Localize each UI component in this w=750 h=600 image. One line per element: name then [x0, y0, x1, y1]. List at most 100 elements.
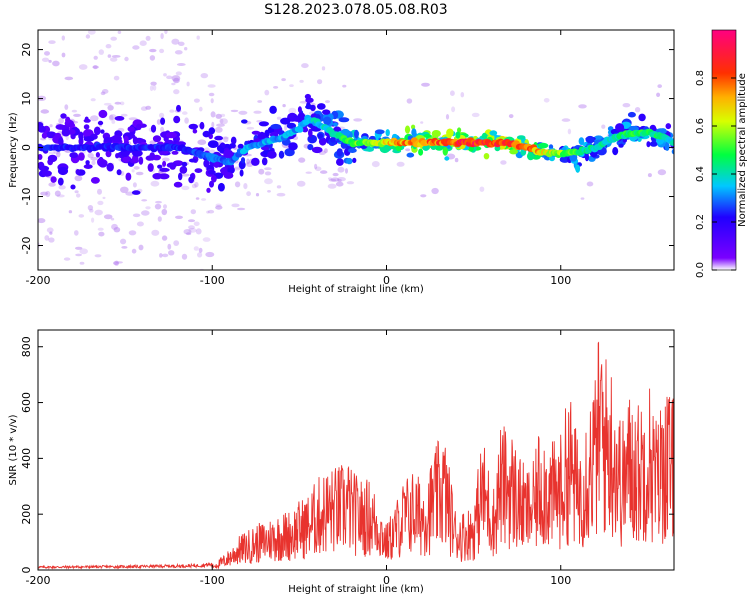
spectrogram-noise-cell	[175, 71, 182, 76]
spectrogram-cell	[188, 158, 197, 163]
spectrogram-cell	[97, 120, 104, 126]
spectrogram-noise-cell	[657, 169, 667, 176]
spectrogram-noise-cell	[38, 218, 46, 224]
spectrogram-noise-cell	[405, 148, 411, 152]
spectrogram-noise-cell	[120, 238, 127, 245]
spectrogram-cell	[352, 157, 357, 163]
spectrogram-noise-cell	[131, 169, 135, 173]
spectrogram-cell	[229, 143, 236, 149]
spectrogram-noise-cell	[74, 175, 83, 182]
spectrogram-cell	[612, 147, 619, 156]
spectrogram-noise-cell	[231, 203, 240, 208]
spectrogram-noise-cell	[154, 203, 162, 210]
spectrogram-cell	[78, 152, 85, 161]
spectrogram-noise-cell	[145, 35, 151, 41]
spectrogram-cell	[176, 104, 181, 112]
spectrogram-cell	[122, 155, 131, 163]
spectrogram-noise-cell	[246, 191, 252, 197]
spectrogram-noise-cell	[54, 190, 61, 197]
spectrogram-noise-cell	[145, 206, 151, 210]
y-tick-label: 600	[20, 392, 33, 413]
y-tick-label: 0	[20, 144, 33, 151]
spectrogram-noise-cell	[159, 253, 163, 258]
spectrogram-noise-cell	[125, 191, 135, 196]
spectrogram-cell	[411, 124, 416, 130]
spectrogram-cell	[527, 152, 535, 161]
spectrogram-noise-cell	[328, 177, 332, 180]
spectrogram-cell	[665, 123, 672, 130]
spectrogram-noise-cell	[185, 232, 192, 236]
spectrogram-cell	[258, 131, 266, 141]
colorbar-tick-label: 0.6	[695, 118, 706, 134]
spectrogram-noise-cell	[234, 181, 241, 188]
spectrogram-noise-cell	[188, 225, 195, 230]
spectrogram-noise-cell	[282, 104, 286, 108]
y-tick-label: 400	[20, 448, 33, 469]
snr-x-axis-label: Height of straight line (km)	[288, 584, 424, 595]
spectrogram-cell	[38, 125, 46, 133]
spectrogram-noise-cell	[149, 48, 157, 53]
spectrogram-noise-cell	[75, 246, 83, 250]
spectrogram-noise-cell	[173, 240, 180, 247]
spectrogram-noise-cell	[100, 91, 106, 96]
spectrogram-marks	[38, 30, 674, 270]
spectrogram-cell	[173, 115, 181, 124]
spectrogram-cell	[169, 164, 176, 170]
spectrogram-noise-cell	[157, 216, 162, 222]
spectrogram-cell	[38, 154, 43, 160]
spectrogram-cell	[664, 142, 670, 151]
spectrogram-noise-cell	[330, 177, 340, 182]
spectrogram-cell	[338, 117, 350, 123]
spectrogram-cell	[54, 132, 61, 138]
spectrogram-noise-cell	[288, 107, 297, 115]
spectrogram-noise-cell	[161, 208, 168, 216]
spectrogram-noise-cell	[90, 115, 99, 122]
spectrogram-noise-cell	[132, 213, 141, 218]
colorbar-tick-label: 0.8	[695, 70, 706, 86]
spectrogram-noise-cell	[90, 156, 98, 161]
spectrogram-noise-cell	[508, 114, 514, 119]
spectrogram-noise-cell	[335, 181, 344, 187]
spectrogram-noise-cell	[255, 193, 260, 197]
spectrogram-noise-cell	[337, 178, 342, 183]
spectrogram-cell	[431, 130, 441, 137]
spectrogram-noise-cell	[44, 51, 50, 56]
spectrogram-noise-cell	[159, 112, 165, 118]
colorbar-tick-label: 0.4	[695, 166, 706, 182]
spectrogram-noise-cell	[420, 194, 427, 198]
spectrogram-cell	[297, 106, 302, 113]
spectrogram-noise-cell	[89, 208, 94, 213]
spectrogram-x-ticks: -200 -100 0 100	[26, 30, 571, 287]
spectrogram-noise-cell	[181, 253, 188, 260]
x-tick-label: -100	[200, 274, 225, 287]
spectrogram-x-axis-label: Height of straight line (km)	[288, 284, 424, 295]
spectrogram-noise-cell	[314, 163, 318, 170]
spectrogram-noise-cell	[166, 75, 173, 80]
spectrogram-noise-cell	[133, 166, 140, 170]
spectrogram-cell	[98, 109, 108, 119]
spectrogram-cell	[444, 156, 450, 161]
spectrogram-noise-cell	[191, 183, 197, 189]
spectrogram-cell	[132, 136, 138, 145]
spectrogram-noise-cell	[267, 190, 271, 193]
spectrogram-noise-cell	[149, 140, 157, 145]
spectrogram-noise-cell	[281, 78, 286, 82]
spectrogram-cell	[348, 148, 357, 153]
spectrogram-noise-cell	[169, 109, 175, 113]
spectrogram-noise-cell	[216, 123, 225, 127]
spectrogram-cell	[305, 104, 314, 110]
spectrogram-noise-cell	[181, 173, 190, 177]
spectrogram-cell	[47, 154, 58, 163]
spectrogram-noise-cell	[155, 200, 162, 204]
spectrogram-noise-cell	[102, 196, 106, 200]
spectrogram-cell	[585, 135, 595, 144]
spectrogram-noise-cell	[164, 30, 168, 35]
spectrogram-cell	[455, 131, 461, 139]
spectrogram-noise-cell	[110, 217, 115, 221]
spectrogram-noise-cell	[194, 181, 199, 188]
spectrogram-noise-cell	[215, 203, 222, 207]
spectrogram-noise-cell	[120, 186, 129, 193]
spectrogram-frame	[37, 29, 675, 271]
spectrogram-noise-cell	[87, 30, 96, 35]
spectrogram-cell	[152, 135, 162, 143]
